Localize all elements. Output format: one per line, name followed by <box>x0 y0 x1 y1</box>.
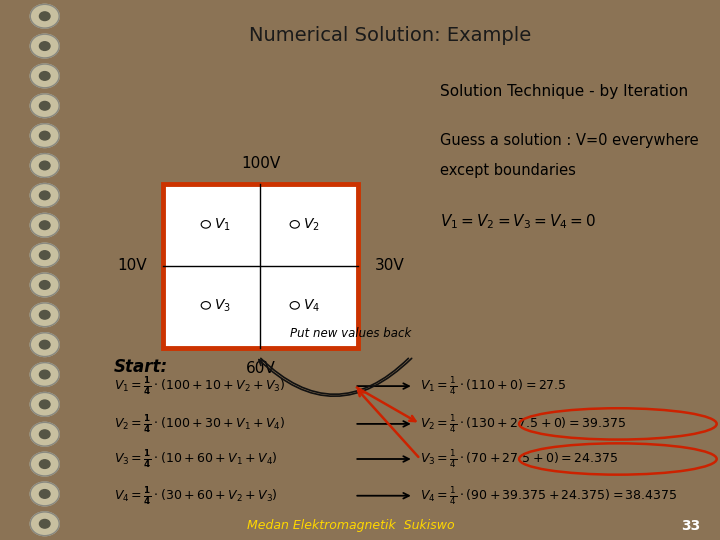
Text: Guess a solution : V=0 everywhere: Guess a solution : V=0 everywhere <box>440 133 698 148</box>
Circle shape <box>40 12 50 21</box>
Circle shape <box>30 213 59 237</box>
Circle shape <box>40 72 50 80</box>
Circle shape <box>40 161 50 170</box>
Circle shape <box>30 333 59 356</box>
Circle shape <box>40 191 50 200</box>
Text: except boundaries: except boundaries <box>440 163 576 178</box>
Circle shape <box>30 4 59 28</box>
Text: $V_3 = \frac{1}{4}\cdot(70+27.5+0) = 24.375$: $V_3 = \frac{1}{4}\cdot(70+27.5+0) = 24.… <box>420 448 618 470</box>
Circle shape <box>40 251 50 259</box>
Circle shape <box>30 363 59 387</box>
Text: $V_3 = \mathbf{\frac{1}{4}}\cdot(10+60+V_1+V_4)$: $V_3 = \mathbf{\frac{1}{4}}\cdot(10+60+V… <box>114 448 278 470</box>
Text: $V_2 = \frac{1}{4}\cdot(130+27.5+0) = 39.375$: $V_2 = \frac{1}{4}\cdot(130+27.5+0) = 39… <box>420 413 626 435</box>
Circle shape <box>40 490 50 498</box>
Circle shape <box>40 281 50 289</box>
Text: $V_1 = \mathbf{\frac{1}{4}}\cdot(100+10+V_2+V_3)$: $V_1 = \mathbf{\frac{1}{4}}\cdot(100+10+… <box>114 375 286 397</box>
Circle shape <box>40 42 50 50</box>
Circle shape <box>30 243 59 267</box>
Circle shape <box>40 131 50 140</box>
Circle shape <box>40 519 50 528</box>
Bar <box>163 184 358 348</box>
Circle shape <box>30 94 59 118</box>
Circle shape <box>30 303 59 327</box>
Circle shape <box>30 34 59 58</box>
Text: $V_3$: $V_3$ <box>215 297 231 314</box>
Circle shape <box>40 102 50 110</box>
Circle shape <box>40 430 50 438</box>
Text: 60V: 60V <box>246 361 275 376</box>
Text: $V_4 = \frac{1}{4}\cdot(90+39.375+24.375) = 38.4375$: $V_4 = \frac{1}{4}\cdot(90+39.375+24.375… <box>420 485 678 507</box>
Circle shape <box>30 422 59 446</box>
Circle shape <box>30 512 59 536</box>
Circle shape <box>40 340 50 349</box>
Text: 10V: 10V <box>117 259 146 273</box>
Text: $V_1 = V_2 = V_3 = V_4 = 0$: $V_1 = V_2 = V_3 = V_4 = 0$ <box>440 212 596 231</box>
Circle shape <box>40 310 50 319</box>
FancyArrowPatch shape <box>261 359 408 394</box>
Text: Numerical Solution: Example: Numerical Solution: Example <box>249 25 532 45</box>
Text: $V_4 = \mathbf{\frac{1}{4}}\cdot(30+60+V_2+V_3)$: $V_4 = \mathbf{\frac{1}{4}}\cdot(30+60+V… <box>114 485 278 507</box>
Circle shape <box>30 273 59 297</box>
Circle shape <box>40 221 50 230</box>
Text: $V_2$: $V_2$ <box>303 216 320 233</box>
Circle shape <box>30 153 59 177</box>
Circle shape <box>40 370 50 379</box>
Text: $V_4$: $V_4$ <box>303 297 320 314</box>
Circle shape <box>30 452 59 476</box>
Circle shape <box>30 184 59 207</box>
Text: 33: 33 <box>681 519 701 533</box>
Text: $V_2 = \mathbf{\frac{1}{4}}\cdot(100+30+V_1+V_4)$: $V_2 = \mathbf{\frac{1}{4}}\cdot(100+30+… <box>114 413 286 435</box>
Circle shape <box>40 400 50 409</box>
Text: Solution Technique - by Iteration: Solution Technique - by Iteration <box>440 84 688 99</box>
Circle shape <box>30 393 59 416</box>
Circle shape <box>30 64 59 88</box>
Text: Medan Elektromagnetik  Sukiswo: Medan Elektromagnetik Sukiswo <box>247 519 455 532</box>
Text: 30V: 30V <box>374 259 404 273</box>
FancyArrowPatch shape <box>259 359 412 396</box>
Circle shape <box>40 460 50 468</box>
Text: Start:: Start: <box>114 358 168 376</box>
Circle shape <box>30 482 59 506</box>
Text: 100V: 100V <box>241 156 280 171</box>
Text: $V_1$: $V_1$ <box>215 216 231 233</box>
Circle shape <box>30 124 59 147</box>
Text: Put new values back: Put new values back <box>290 327 412 340</box>
Text: $V_1 = \frac{1}{4}\cdot(110+0) = 27.5$: $V_1 = \frac{1}{4}\cdot(110+0) = 27.5$ <box>420 375 567 397</box>
